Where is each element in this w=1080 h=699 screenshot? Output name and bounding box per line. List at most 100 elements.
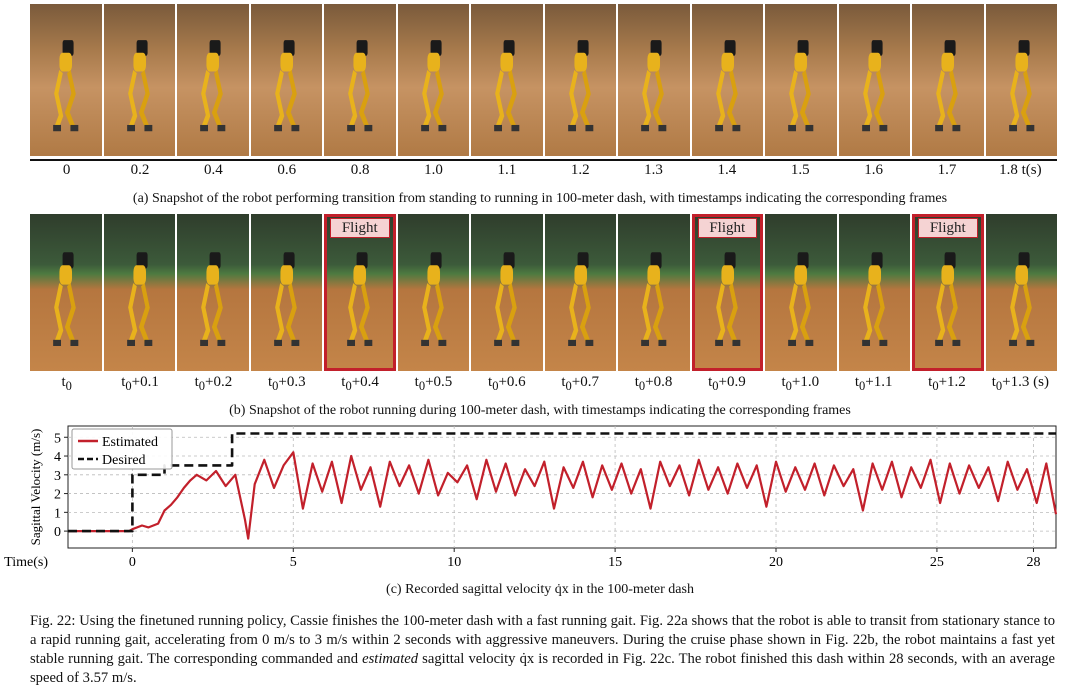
y-tick-label: 5 xyxy=(54,431,61,446)
flight-label: Flight xyxy=(330,218,390,238)
y-tick-label: 0 xyxy=(54,525,61,540)
running-snapshot-strip: Flight Flight Flight xyxy=(30,214,1057,371)
snapshot-frame xyxy=(177,214,249,371)
snapshot-frame xyxy=(544,214,616,371)
sagittal-velocity-chart: 0 5 10 15 20 25 28 0 1 2 3 4 5 Sagittal Velocity (m/s… xyxy=(4,425,1058,570)
figure-caption-part1: Fig. 22: Using the finetuned running pol… xyxy=(30,613,1055,667)
snapshot-frame xyxy=(691,4,763,156)
time-tick-label: t0 xyxy=(61,374,72,393)
snapshot-frame xyxy=(765,4,837,156)
time-tick-label: 1.4 xyxy=(717,162,737,178)
robot-figure xyxy=(200,251,226,346)
robot-figure xyxy=(53,40,79,132)
snapshot-frame xyxy=(324,4,396,156)
robot-figure xyxy=(641,251,667,346)
robot-figure xyxy=(788,251,814,346)
time-tick-label: t0+1.1 xyxy=(854,374,893,393)
robot-figure xyxy=(788,40,814,132)
robot-figure xyxy=(53,251,79,346)
time-tick-label: 0.6 xyxy=(277,162,297,178)
robot-figure xyxy=(347,40,373,132)
robot-figure xyxy=(935,40,961,132)
snapshot-frame xyxy=(912,4,984,156)
robot-figure xyxy=(420,40,446,132)
running-time-ticks: t0 t0+0.1 t0+0.2 t0+0.3 t0+0.4 t0+0.5 t0+0.6 t0… xyxy=(30,374,1057,394)
time-tick-label: 1.1 xyxy=(497,162,517,178)
transition-snapshot-strip xyxy=(30,4,1057,156)
snapshot-frame xyxy=(30,4,102,156)
robot-figure xyxy=(935,251,961,346)
time-tick-label: t0+1.2 xyxy=(928,374,966,393)
time-tick-label: t0+0.9 xyxy=(708,374,746,393)
snapshot-frame xyxy=(765,214,837,371)
robot-figure xyxy=(567,40,593,132)
robot-figure xyxy=(861,251,887,346)
robot-figure xyxy=(494,251,520,346)
time-tick-label: 1.3 xyxy=(644,162,663,178)
robot-figure xyxy=(714,40,740,132)
robot-figure xyxy=(641,40,667,132)
y-tick-label: 1 xyxy=(54,506,61,521)
y-tick-label: 2 xyxy=(54,488,61,503)
snapshot-frame xyxy=(985,214,1057,371)
snapshot-frame xyxy=(838,4,910,156)
x-axis-label: Time(s) xyxy=(4,555,48,570)
robot-figure xyxy=(714,251,740,346)
robot-figure xyxy=(1008,251,1034,346)
time-tick-label: t0+0.1 xyxy=(121,374,159,393)
snapshot-frame xyxy=(103,214,175,371)
robot-figure xyxy=(273,251,299,346)
snapshot-frame xyxy=(397,4,469,156)
time-tick-label: 0.2 xyxy=(130,162,150,178)
time-tick-label: 1.7 xyxy=(937,162,957,178)
legend-label: Estimated xyxy=(102,435,158,450)
time-tick-label: 0 xyxy=(62,162,71,178)
desired-velocity-line xyxy=(68,432,1056,533)
snapshot-frame xyxy=(30,214,102,371)
x-tick-label: 10 xyxy=(447,555,461,570)
y-tick-label: 4 xyxy=(54,450,61,465)
caption-b: (b) Snapshot of the robot running during… xyxy=(229,403,851,418)
x-tick-label: 5 xyxy=(290,555,297,570)
legend-label: Desired xyxy=(102,453,146,468)
snapshot-frame xyxy=(103,4,175,156)
snapshot-frame: Flight xyxy=(912,214,984,371)
time-tick-label: t0+1.3 (s) xyxy=(991,374,1049,393)
snapshot-frame: Flight xyxy=(324,214,396,371)
time-axis-line xyxy=(30,159,1057,161)
robot-figure xyxy=(1008,40,1034,132)
x-tick-label: 0 xyxy=(129,555,136,570)
snapshot-frame: Flight xyxy=(691,214,763,371)
time-tick-label: t0+0.2 xyxy=(194,374,233,393)
snapshot-frame xyxy=(471,214,543,371)
time-tick-label: 1.6 xyxy=(864,162,883,178)
snapshot-frame xyxy=(838,214,910,371)
flight-label: Flight xyxy=(697,218,757,238)
time-tick-label: 1.0 xyxy=(424,162,443,178)
y-axis-label: Sagittal Velocity (m/s) xyxy=(28,429,43,546)
time-tick-label: t0+0.5 xyxy=(414,374,453,393)
time-tick-label: 0.4 xyxy=(204,162,223,178)
time-tick-label: t0+1.0 xyxy=(781,374,820,393)
snapshot-frame xyxy=(618,214,690,371)
robot-figure xyxy=(126,40,152,132)
snapshot-frame xyxy=(471,4,543,156)
time-tick-label: t0+0.7 xyxy=(561,374,600,393)
time-tick-label: 1.5 xyxy=(790,162,810,178)
snapshot-frame xyxy=(544,4,616,156)
snapshot-frame xyxy=(177,4,249,156)
robot-figure xyxy=(273,40,299,132)
robot-figure xyxy=(861,40,887,132)
caption-a: (a) Snapshot of the robot performing tra… xyxy=(132,191,948,206)
robot-figure xyxy=(347,251,373,346)
time-tick-label: 1.8 t(s) xyxy=(999,162,1042,178)
x-tick-label: 20 xyxy=(769,555,783,570)
x-tick-label: 15 xyxy=(608,555,622,570)
time-tick-label: t0+0.3 xyxy=(267,374,306,393)
robot-figure xyxy=(494,40,520,132)
snapshot-frame xyxy=(397,214,469,371)
flight-label: Flight xyxy=(918,218,978,238)
snapshot-frame xyxy=(618,4,690,156)
robot-figure xyxy=(200,40,226,132)
y-tick-label: 3 xyxy=(54,469,61,484)
